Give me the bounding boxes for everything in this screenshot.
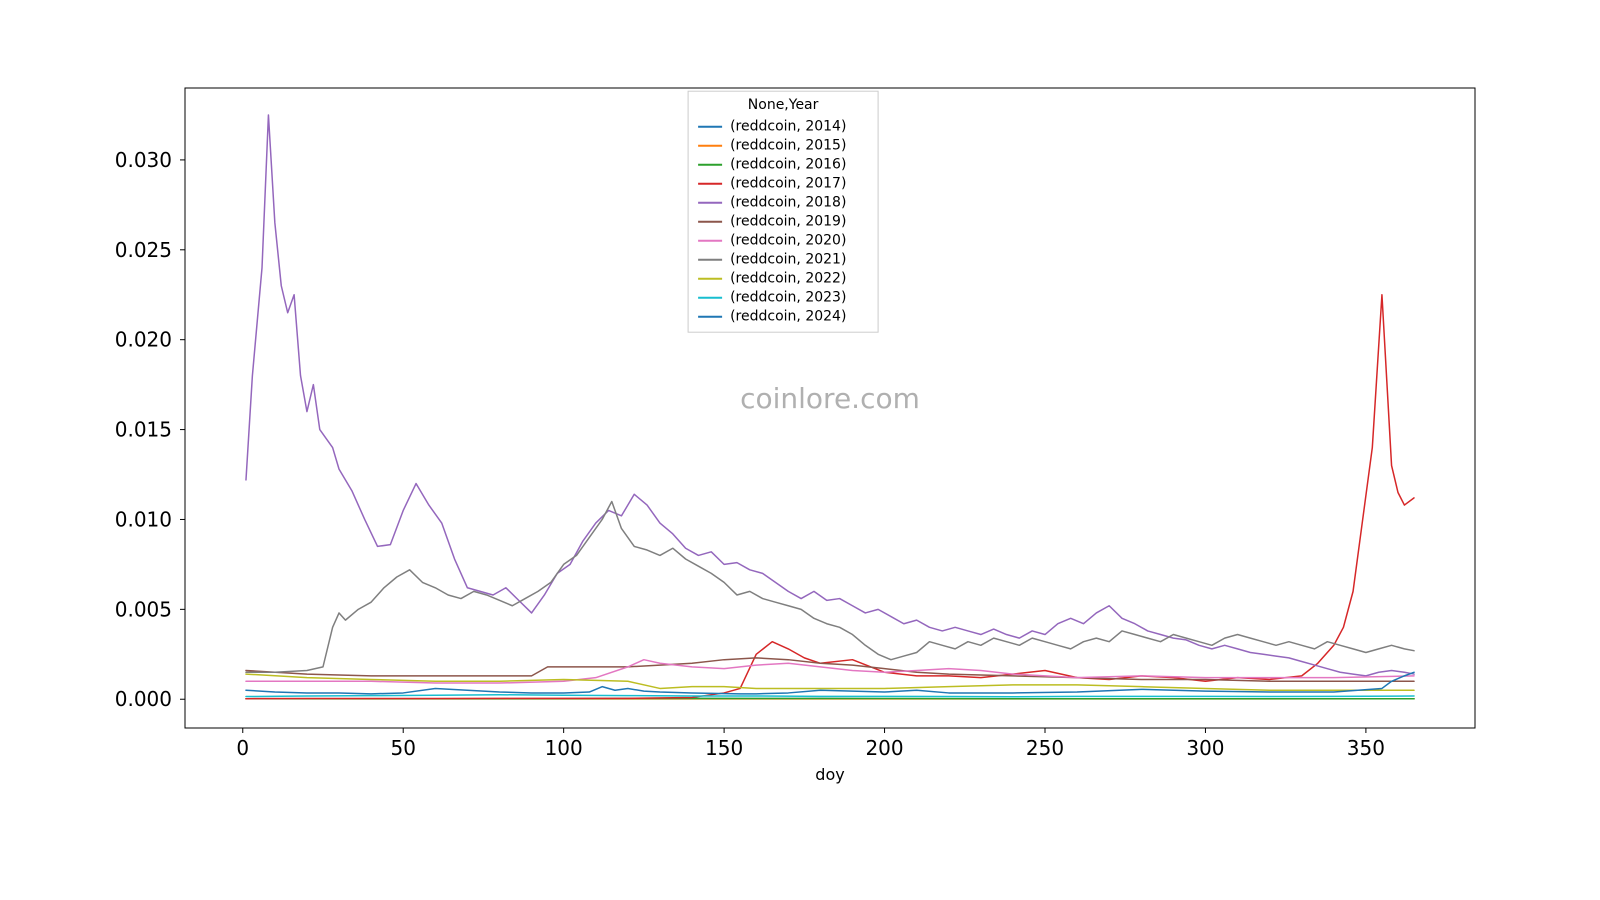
y-tick-label: 0.005	[115, 597, 172, 621]
x-tick-label: 250	[1026, 736, 1064, 760]
legend-label: (reddcoin, 2023)	[730, 290, 846, 306]
y-tick-label: 0.030	[115, 148, 172, 172]
legend-label: (reddcoin, 2019)	[730, 214, 846, 230]
legend: None,Year (reddcoin, 2014) (reddcoin, 2015…	[688, 91, 878, 332]
x-tick-label: 300	[1186, 736, 1224, 760]
legend-label: (reddcoin, 2021)	[730, 252, 846, 268]
line-chart: 0 50 100 150 200 250 300 350 doy 0.000 0.005 0.010 0…	[0, 0, 1600, 900]
legend-label: (reddcoin, 2015)	[730, 138, 846, 154]
legend-label: (reddcoin, 2014)	[730, 119, 846, 135]
x-tick-label: 50	[390, 736, 415, 760]
legend-title: None,Year	[748, 97, 819, 113]
chart-container: 0 50 100 150 200 250 300 350 doy 0.000 0.005 0.010 0…	[0, 0, 1600, 900]
x-tick-label: 100	[545, 736, 583, 760]
y-tick-label: 0.000	[115, 687, 172, 711]
legend-label: (reddcoin, 2022)	[730, 271, 846, 287]
legend-label: (reddcoin, 2016)	[730, 157, 846, 173]
legend-label: (reddcoin, 2024)	[730, 309, 846, 325]
y-tick-label: 0.010	[115, 507, 172, 531]
x-tick-label: 350	[1347, 736, 1385, 760]
legend-label: (reddcoin, 2020)	[730, 233, 846, 249]
legend-label: (reddcoin, 2018)	[730, 195, 846, 211]
y-tick-label: 0.020	[115, 328, 172, 352]
x-axis-label: doy	[815, 765, 844, 784]
x-tick-label: 200	[865, 736, 903, 760]
x-tick-label: 0	[236, 736, 249, 760]
y-tick-label: 0.015	[115, 418, 172, 442]
x-tick-label: 150	[705, 736, 743, 760]
watermark: coinlore.com	[740, 382, 920, 415]
legend-label: (reddcoin, 2017)	[730, 176, 846, 192]
y-tick-label: 0.025	[115, 238, 172, 262]
